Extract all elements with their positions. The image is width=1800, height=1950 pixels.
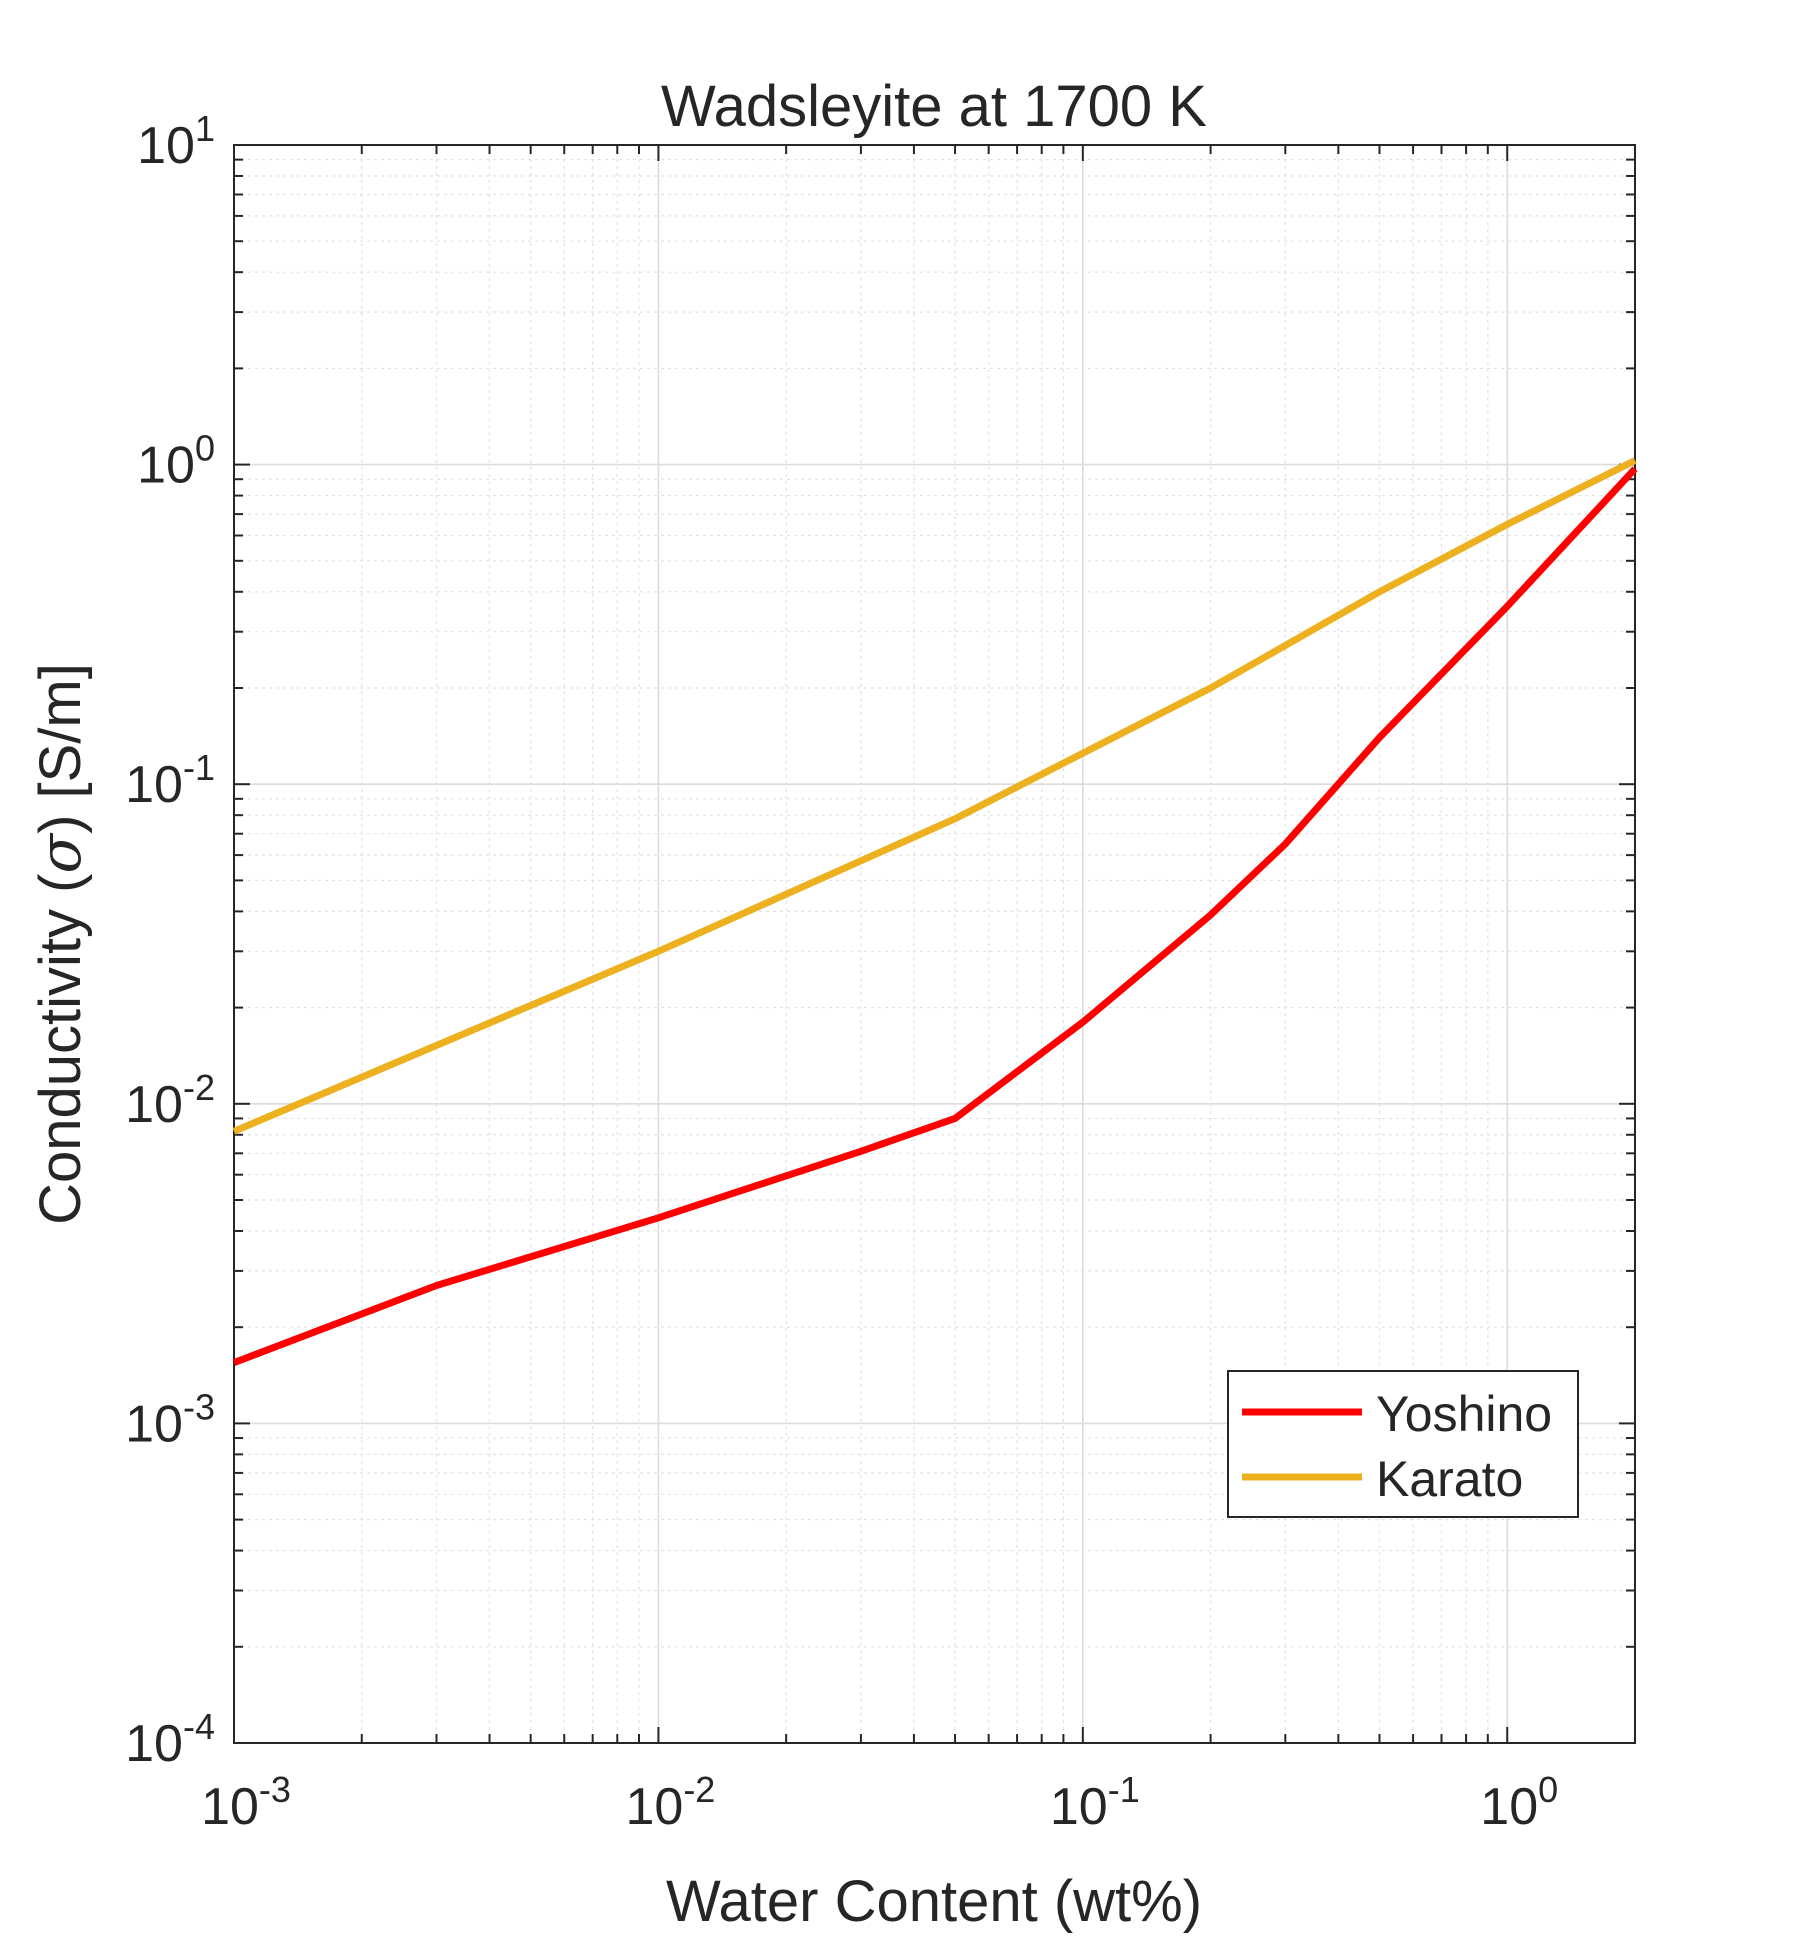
y-tick-label-base: 10 [125,1395,183,1453]
y-axis-label: Conductivity (σ) [S/m] [26,663,94,1225]
series-line-karato [232,457,1637,1135]
legend-box [1227,1370,1579,1518]
y-tick-label: 100 [137,428,215,495]
y-tick-label-exponent: -4 [183,1706,215,1747]
x-tick-label-exponent: -1 [1108,1769,1140,1810]
x-tick-label: 100 [1480,1769,1558,1836]
plot-frame [233,144,1636,1744]
y-tick-label: 10-4 [125,1706,215,1773]
y-axis-label-unit: ) [S/m] [28,663,93,834]
y-tick-label-exponent: 1 [195,108,215,149]
y-tick-label-exponent: -1 [183,747,215,788]
x-tick-label: 10-1 [1050,1769,1140,1836]
y-tick-label-base: 10 [125,1715,183,1773]
y-tick-label-base: 10 [125,756,183,814]
x-tick-label-base: 10 [1480,1778,1538,1836]
x-tick-labels: 10-3 10-2 10-1 100 [201,1769,1558,1836]
y-tick-label: 10-3 [125,1386,215,1453]
x-tick-label-exponent: -3 [259,1769,291,1810]
tick-marks [233,144,1636,1744]
x-tick-label: 10-3 [201,1769,291,1836]
x-tick-label-exponent: 0 [1538,1769,1558,1810]
x-tick-label-base: 10 [201,1778,259,1836]
y-tick-label: 101 [137,108,215,175]
legend-label-yoshino: Yoshino [1376,1386,1552,1442]
y-tick-label-base: 10 [137,437,195,495]
y-tick-label-exponent: -2 [183,1067,215,1108]
x-axis-label: Water Content (wt%) [666,1869,1202,1934]
y-tick-label-exponent: 0 [195,428,215,469]
chart-title: Wadsleyite at 1700 K [661,74,1207,139]
legend-label-karato: Karato [1376,1451,1523,1507]
legend: Yoshino Karato [1227,1370,1579,1518]
y-axis-label-symbol: σ [26,833,94,874]
y-tick-label: 10-2 [125,1067,215,1134]
y-tick-label-base: 10 [125,1076,183,1134]
x-tick-label-base: 10 [625,1778,683,1836]
y-tick-label: 10-1 [125,747,215,814]
x-tick-label-base: 10 [1050,1778,1108,1836]
y-tick-label-base: 10 [137,117,195,175]
series-line-yoshino [232,466,1638,1366]
y-axis-label-text: Conductivity ( [28,874,93,1225]
y-tick-label-exponent: -3 [183,1386,215,1427]
series-layer [232,457,1638,1366]
x-tick-label-exponent: -2 [683,1769,715,1810]
x-tick-label: 10-2 [625,1769,715,1836]
